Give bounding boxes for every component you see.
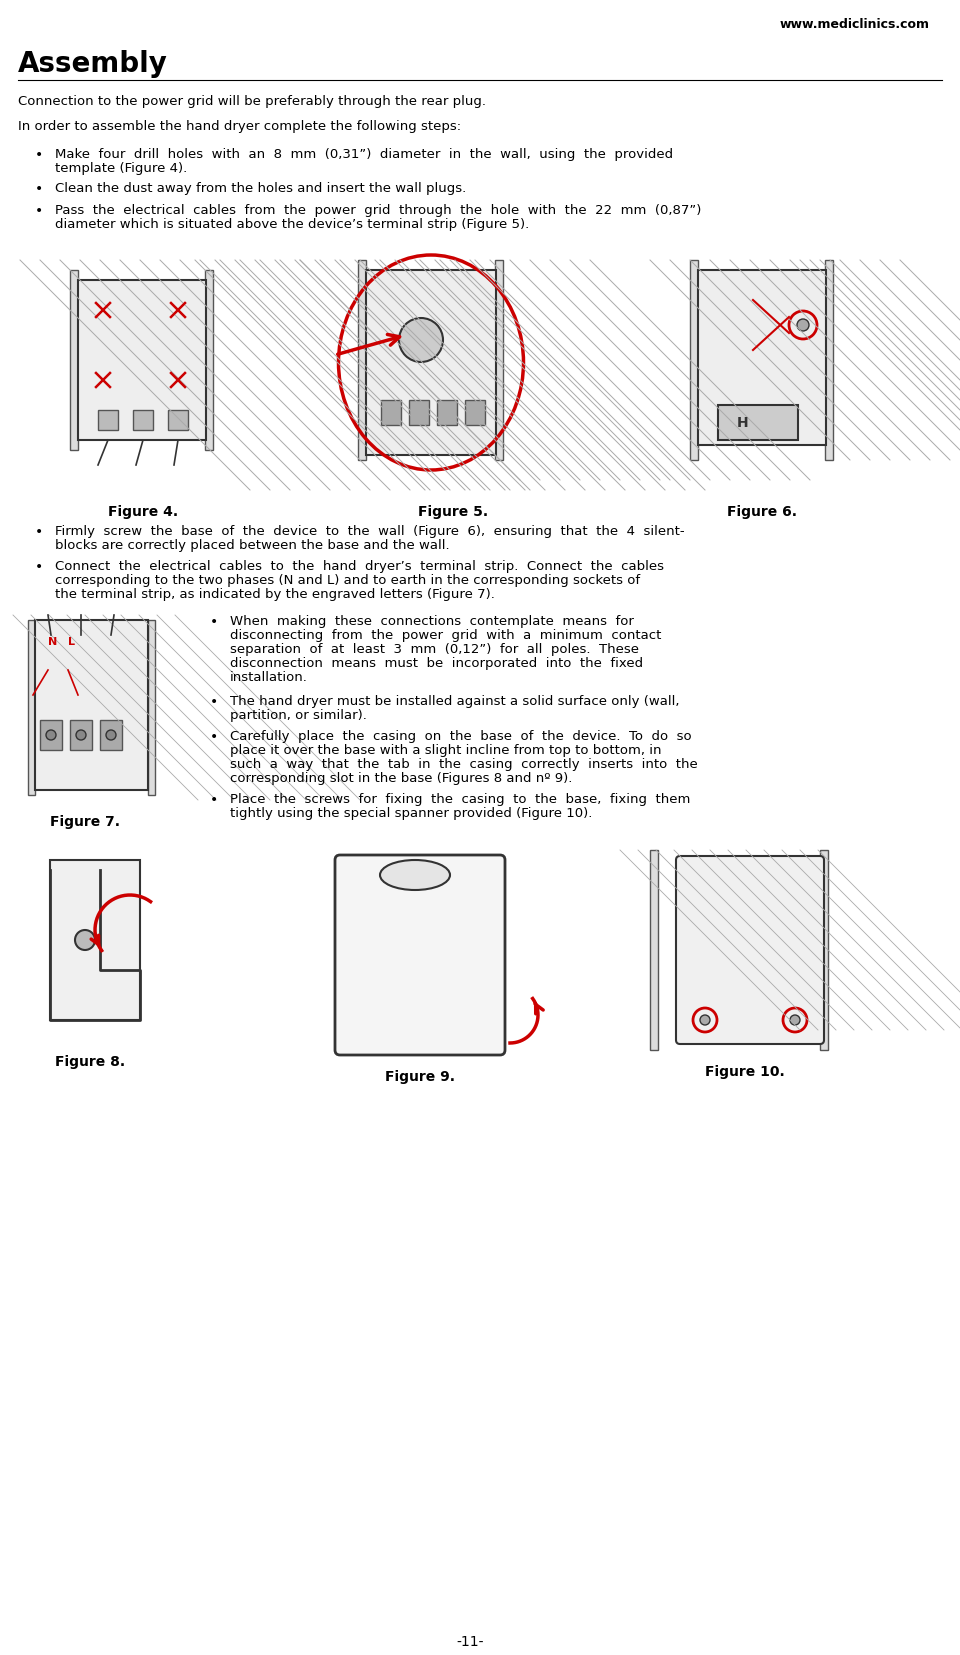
Text: www.mediclinics.com: www.mediclinics.com <box>780 18 930 31</box>
Bar <box>358 260 366 460</box>
Text: disconnecting  from  the  power  grid  with  a  minimum  contact: disconnecting from the power grid with a… <box>230 629 661 642</box>
Text: When  making  these  connections  contemplate  means  for: When making these connections contemplat… <box>230 616 634 627</box>
Bar <box>495 260 503 460</box>
Text: •: • <box>35 182 43 195</box>
Text: Carefully  place  the  casing  on  the  base  of  the  device.  To  do  so: Carefully place the casing on the base o… <box>230 730 691 743</box>
Text: •: • <box>35 147 43 162</box>
Bar <box>50 861 140 1019</box>
Bar <box>100 720 122 750</box>
Text: In order to assemble the hand dryer complete the following steps:: In order to assemble the hand dryer comp… <box>18 121 461 132</box>
Bar <box>205 270 213 450</box>
Bar <box>148 621 155 794</box>
Bar <box>70 270 78 450</box>
Text: partition, or similar).: partition, or similar). <box>230 708 367 722</box>
Bar <box>70 720 92 750</box>
Bar <box>820 851 828 1049</box>
Text: •: • <box>210 730 218 745</box>
Text: •: • <box>35 525 43 540</box>
Text: tightly using the special spanner provided (Figure 10).: tightly using the special spanner provid… <box>230 808 592 819</box>
Bar <box>409 401 429 425</box>
Text: •: • <box>210 793 218 808</box>
Bar <box>718 405 798 440</box>
Text: template (Figure 4).: template (Figure 4). <box>55 162 187 175</box>
Ellipse shape <box>380 861 450 890</box>
Circle shape <box>797 319 809 331</box>
Circle shape <box>399 318 443 362</box>
Bar <box>35 621 148 789</box>
Bar <box>78 280 206 440</box>
Text: place it over the base with a slight incline from top to bottom, in: place it over the base with a slight inc… <box>230 745 661 756</box>
Text: Figure 7.: Figure 7. <box>50 814 120 829</box>
Text: H: H <box>737 415 749 430</box>
Text: L: L <box>68 637 75 647</box>
Text: Connect  the  electrical  cables  to  the  hand  dryer’s  terminal  strip.  Conn: Connect the electrical cables to the han… <box>55 559 664 573</box>
Text: Firmly  screw  the  base  of  the  device  to  the  wall  (Figure  6),  ensuring: Firmly screw the base of the device to t… <box>55 525 684 538</box>
Text: Connection to the power grid will be preferably through the rear plug.: Connection to the power grid will be pre… <box>18 94 486 108</box>
Text: •: • <box>210 616 218 629</box>
Text: Figure 10.: Figure 10. <box>706 1066 785 1079</box>
Text: diameter which is situated above the device’s terminal strip (Figure 5).: diameter which is situated above the dev… <box>55 218 529 232</box>
Text: Pass  the  electrical  cables  from  the  power  grid  through  the  hole  with : Pass the electrical cables from the powe… <box>55 204 702 217</box>
Circle shape <box>46 730 56 740</box>
Bar <box>698 270 826 445</box>
Bar <box>825 260 833 460</box>
Circle shape <box>106 730 116 740</box>
Text: Figure 5.: Figure 5. <box>418 505 488 520</box>
Bar <box>98 410 118 430</box>
Bar <box>650 851 658 1049</box>
Text: the terminal strip, as indicated by the engraved letters (Figure 7).: the terminal strip, as indicated by the … <box>55 588 494 601</box>
Text: •: • <box>210 695 218 708</box>
Text: blocks are correctly placed between the base and the wall.: blocks are correctly placed between the … <box>55 540 449 553</box>
Text: -11-: -11- <box>456 1635 484 1648</box>
Bar <box>133 410 153 430</box>
Text: Figure 8.: Figure 8. <box>55 1054 125 1069</box>
Text: separation  of  at  least  3  mm  (0,12”)  for  all  poles.  These: separation of at least 3 mm (0,12”) for … <box>230 644 639 655</box>
Circle shape <box>76 730 86 740</box>
Text: Assembly: Assembly <box>18 50 168 78</box>
Bar <box>437 401 457 425</box>
Bar <box>168 410 188 430</box>
Bar <box>40 720 62 750</box>
Bar <box>690 260 698 460</box>
Circle shape <box>700 1015 710 1024</box>
Text: such  a  way  that  the  tab  in  the  casing  correctly  inserts  into  the: such a way that the tab in the casing co… <box>230 758 698 771</box>
Bar <box>28 621 35 794</box>
Text: Clean the dust away from the holes and insert the wall plugs.: Clean the dust away from the holes and i… <box>55 182 467 195</box>
Text: Make  four  drill  holes  with  an  8  mm  (0,31”)  diameter  in  the  wall,  us: Make four drill holes with an 8 mm (0,31… <box>55 147 673 161</box>
Text: N: N <box>48 637 58 647</box>
Text: The hand dryer must be installed against a solid surface only (wall,: The hand dryer must be installed against… <box>230 695 680 708</box>
Circle shape <box>790 1015 800 1024</box>
Bar <box>366 270 496 455</box>
Text: disconnection  means  must  be  incorporated  into  the  fixed: disconnection means must be incorporated… <box>230 657 643 670</box>
Bar <box>465 401 485 425</box>
Text: corresponding to the two phases (N and L) and to earth in the corresponding sock: corresponding to the two phases (N and L… <box>55 574 640 588</box>
Circle shape <box>75 930 95 950</box>
Text: •: • <box>35 559 43 574</box>
Text: Figure 9.: Figure 9. <box>385 1071 455 1084</box>
Text: Figure 6.: Figure 6. <box>727 505 797 520</box>
Text: Place  the  screws  for  fixing  the  casing  to  the  base,  fixing  them: Place the screws for fixing the casing t… <box>230 793 690 806</box>
Bar <box>381 401 401 425</box>
Text: installation.: installation. <box>230 670 308 684</box>
Text: •: • <box>35 204 43 218</box>
Text: Figure 4.: Figure 4. <box>108 505 178 520</box>
Text: corresponding slot in the base (Figures 8 and nº 9).: corresponding slot in the base (Figures … <box>230 771 572 784</box>
FancyBboxPatch shape <box>676 856 824 1044</box>
FancyBboxPatch shape <box>335 856 505 1054</box>
